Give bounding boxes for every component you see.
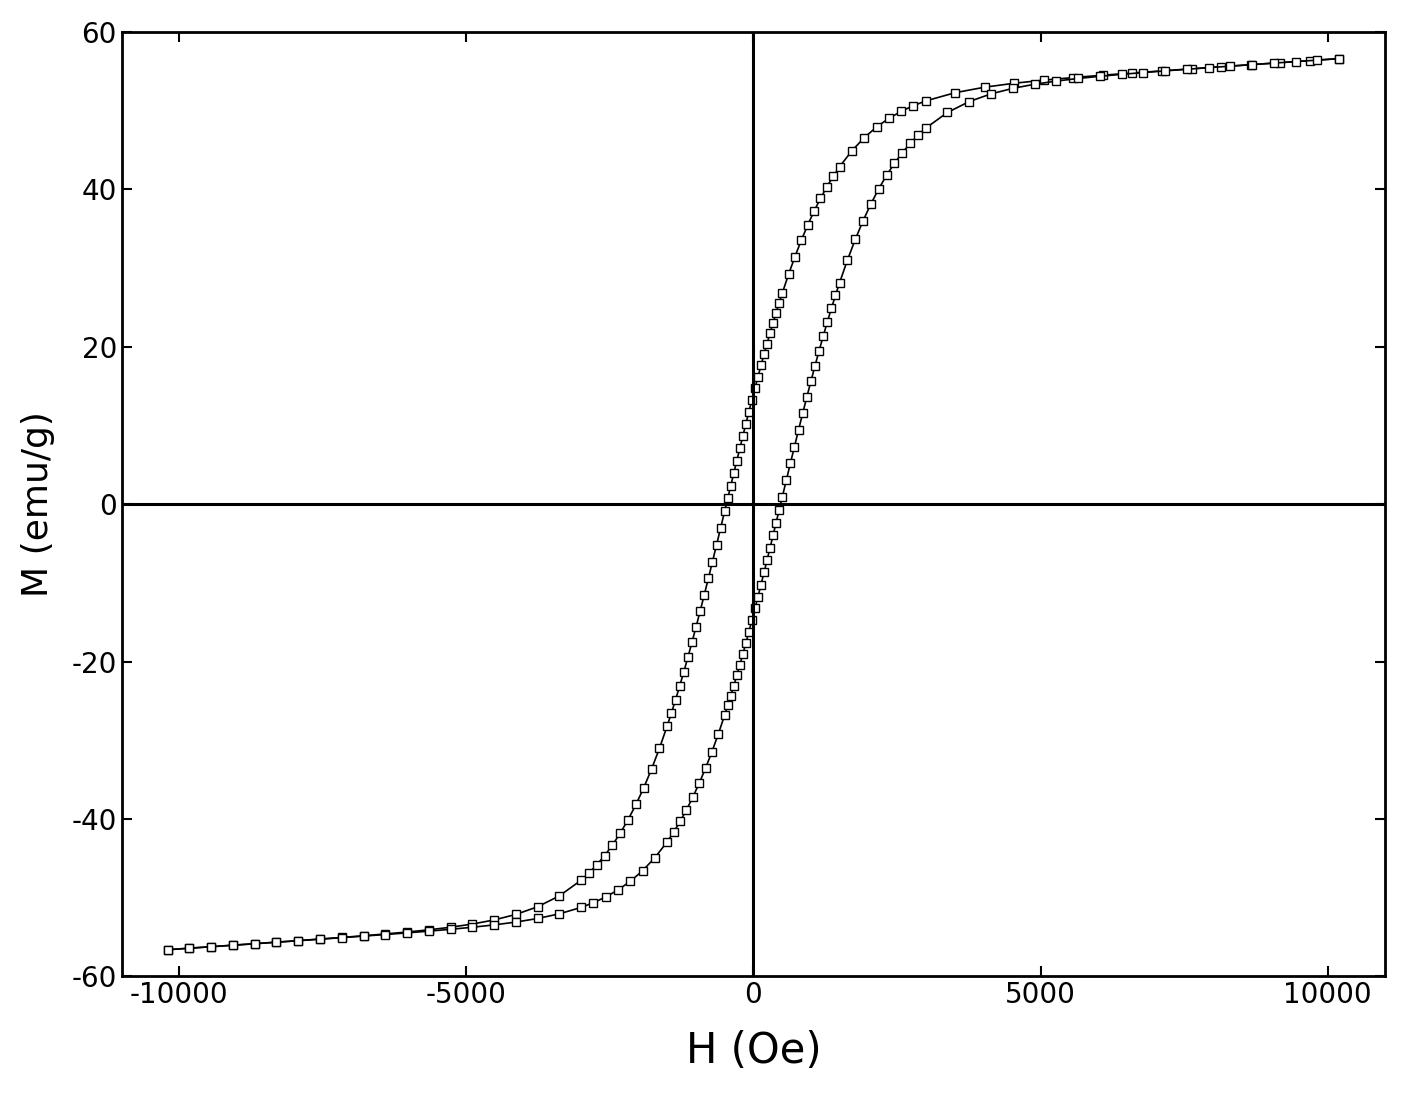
Y-axis label: M (emu/g): M (emu/g) bbox=[21, 411, 55, 597]
X-axis label: H (Oe): H (Oe) bbox=[686, 1031, 821, 1072]
